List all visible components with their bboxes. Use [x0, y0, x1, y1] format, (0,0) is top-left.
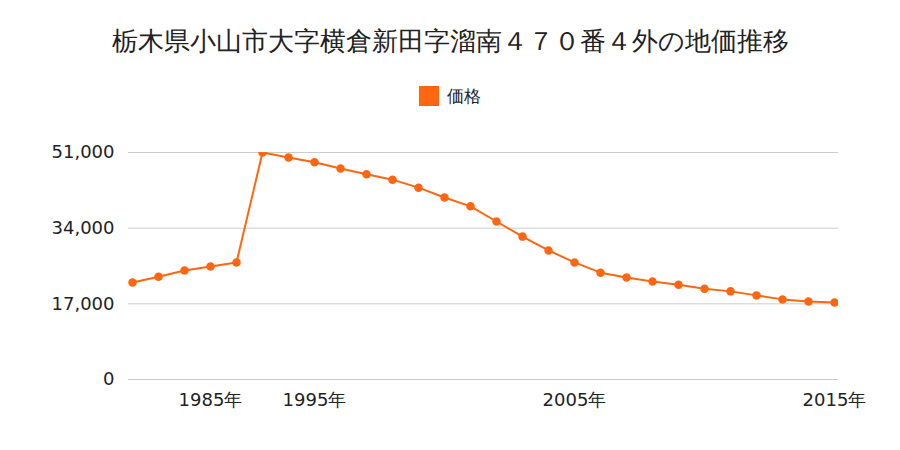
svg-text:1985年: 1985年 [179, 389, 243, 410]
html-text:価格: 価格 [447, 85, 481, 106]
svg-text:17,000: 17,000 [52, 293, 115, 314]
svg-text:1995年: 1995年 [283, 389, 347, 410]
svg-text:0: 0 [103, 368, 114, 389]
svg-text:34,000: 34,000 [52, 217, 115, 238]
svg-text:51,000: 51,000 [52, 141, 115, 162]
svg-text:2015年: 2015年 [803, 389, 867, 410]
svg-text:2005年: 2005年 [543, 389, 607, 410]
html-text:栃木県小山市大字横倉新田字溜南４７０番４外の地価推移: 栃木県小山市大字横倉新田字溜南４７０番４外の地価推移 [111, 26, 789, 56]
